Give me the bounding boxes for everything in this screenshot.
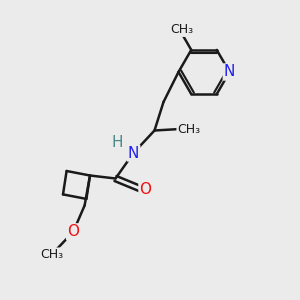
Text: N: N	[128, 146, 139, 160]
Text: O: O	[140, 182, 152, 196]
Text: CH₃: CH₃	[40, 248, 63, 262]
Text: O: O	[67, 224, 79, 239]
Text: H: H	[111, 135, 123, 150]
Text: N: N	[224, 64, 235, 80]
Text: CH₃: CH₃	[177, 122, 201, 136]
Text: CH₃: CH₃	[170, 23, 193, 36]
